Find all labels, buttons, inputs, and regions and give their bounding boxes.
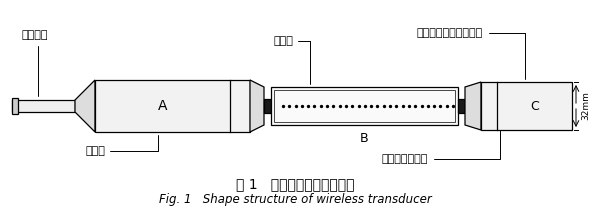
Bar [95,80,250,132]
Text: 图 1   无线变送器的外形结构: 图 1 无线变送器的外形结构 [235,177,354,191]
Bar [481,82,572,130]
Text: 感应元: 感应元 [273,36,310,84]
Text: C: C [530,100,539,113]
Text: 超音频数字信号发射头: 超音频数字信号发射头 [417,28,525,79]
Bar [264,99,271,113]
Text: 32mm: 32mm [581,92,590,120]
Bar [12,100,75,112]
Bar [274,90,455,122]
Text: B: B [360,132,369,145]
Text: Fig. 1   Shape structure of wireless transducer: Fig. 1 Shape structure of wireless trans… [159,193,431,207]
Bar [271,87,458,125]
Bar [12,98,18,114]
Text: 水位数据采集端: 水位数据采集端 [382,130,500,164]
Polygon shape [465,82,481,130]
Text: A: A [158,99,167,113]
Text: 控制端: 控制端 [85,135,158,156]
Polygon shape [75,80,95,132]
Text: 射频天线: 射频天线 [22,30,48,96]
Bar [458,99,465,113]
Polygon shape [250,80,264,132]
